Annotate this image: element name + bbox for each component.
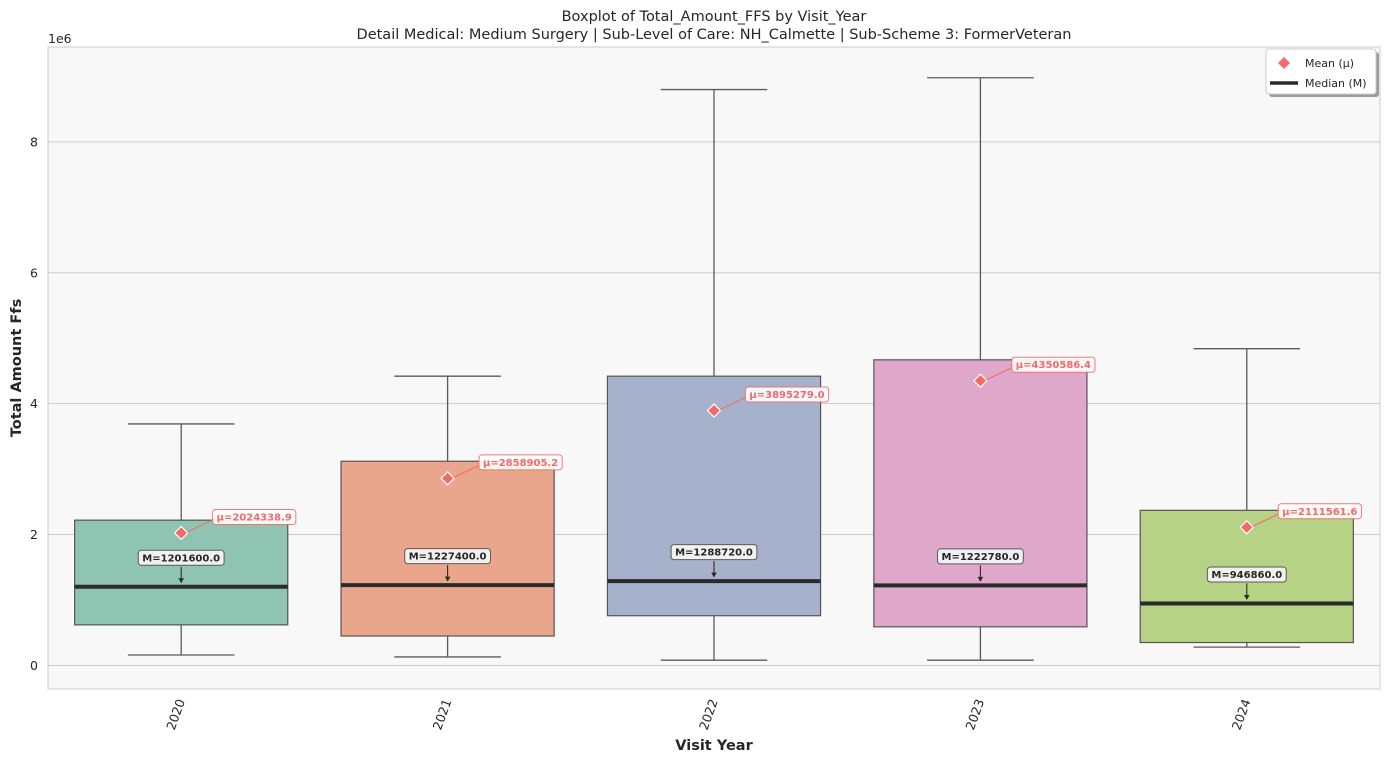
boxes	[74, 77, 1354, 661]
mean-label: μ=3895279.0	[749, 390, 824, 401]
chart-subtitle: Detail Medical: Medium Surgery | Sub-Lev…	[357, 27, 1072, 43]
y-tick-label: 2	[30, 527, 38, 542]
legend-median-label: Median (M)	[1305, 77, 1367, 90]
mean-connector	[453, 464, 480, 478]
median-label: M=1227400.0	[409, 552, 487, 563]
annotations: M=1201600.0 μ=2024338.9 M=1227400.0 μ=28589…	[137, 356, 1362, 600]
y-axis-label: Total Amount Ffs	[9, 299, 25, 437]
median-arrow-head	[444, 576, 451, 582]
mean-connector	[986, 367, 1013, 381]
median-arrow-head	[178, 578, 184, 584]
mean-label-box	[744, 386, 830, 403]
mean-label: μ=2111561.6	[1282, 507, 1357, 518]
median-label: M=1222780.0	[942, 552, 1020, 563]
median-label: M=1288720.0	[675, 548, 753, 559]
mean-marker	[973, 373, 988, 389]
mean-label: μ=2858905.2	[483, 458, 558, 469]
y-scale-label: 1e6	[48, 31, 72, 46]
mean-label-box	[1277, 503, 1362, 520]
mean-marker	[173, 525, 189, 541]
mean-marker	[1239, 519, 1255, 535]
median-label-box	[937, 548, 1024, 565]
median-label-box	[404, 548, 491, 565]
mean-connector	[1252, 513, 1279, 527]
median-label-box	[1206, 566, 1287, 583]
mean-connector	[186, 519, 213, 533]
mean-label-box	[478, 454, 563, 471]
mean-label-box	[212, 508, 297, 525]
legend-mean-marker	[1278, 57, 1290, 69]
mean-label: μ=4350586.4	[1016, 360, 1091, 371]
median-arrow-head	[1244, 594, 1250, 600]
mean-marker	[440, 470, 455, 486]
mean-label-box	[1011, 356, 1096, 373]
box-group-2023	[873, 77, 1088, 661]
median-label: M=1201600.0	[142, 553, 220, 564]
mean-label: μ=2024338.9	[217, 512, 292, 523]
chart-title: Boxplot of Total_Amount_FFS by Visit_Yea…	[562, 9, 867, 25]
median-label-box	[137, 549, 225, 566]
median-label: M=946860.0	[1211, 570, 1282, 581]
median-arrow-head	[711, 572, 717, 578]
legend: Mean (μ) Median (M)	[1265, 48, 1379, 97]
mean-connector	[719, 397, 746, 411]
x-axis-label: Visit Year	[675, 738, 753, 754]
y-tick-label: 6	[30, 265, 38, 280]
y-tick-label: 8	[30, 134, 38, 149]
box-iqr	[873, 359, 1088, 628]
median-arrow-head	[977, 576, 984, 582]
median-label-box	[670, 544, 758, 561]
y-tick-label: 4	[30, 396, 38, 411]
legend-mean-label: Mean (μ)	[1305, 57, 1354, 70]
mean-marker	[706, 403, 722, 418]
y-tick-label: 0	[30, 658, 38, 673]
